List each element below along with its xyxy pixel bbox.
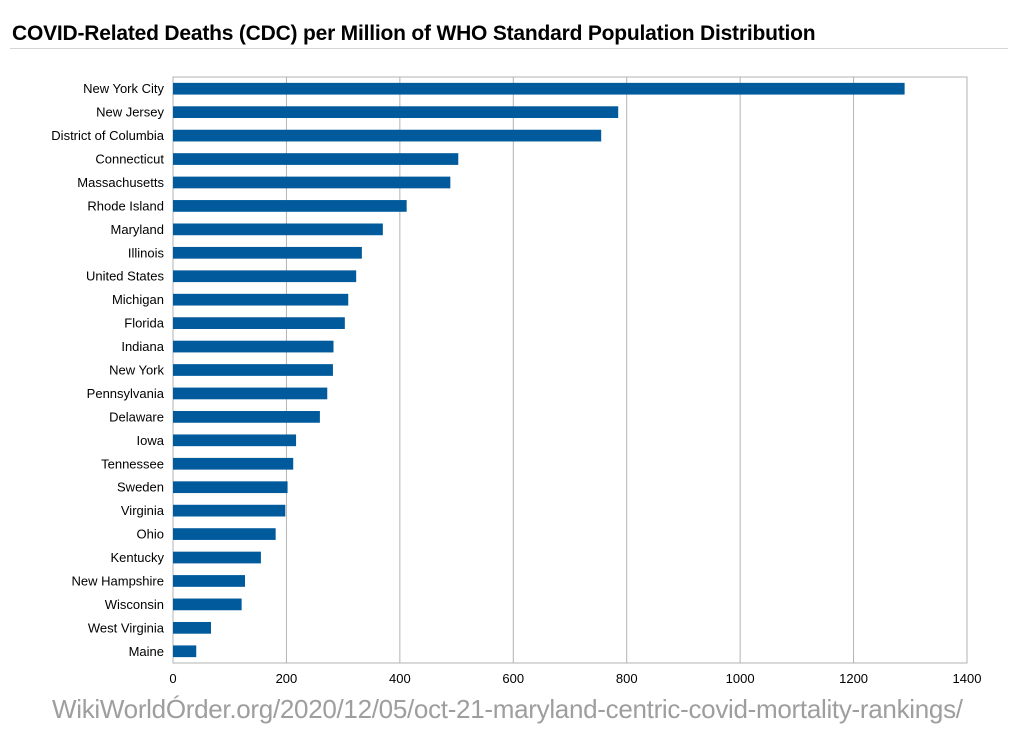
bar <box>173 82 905 95</box>
x-tick-label: 1200 <box>839 671 868 686</box>
category-label: Ohio <box>137 527 164 542</box>
bar <box>173 246 362 259</box>
category-label: Sweden <box>117 480 164 495</box>
bar <box>173 176 451 189</box>
x-tick-label: 400 <box>389 671 411 686</box>
bar <box>173 293 349 306</box>
x-tick-label: 600 <box>502 671 524 686</box>
category-label: Virginia <box>121 503 165 518</box>
bar <box>173 434 297 447</box>
bar <box>173 621 211 634</box>
bars <box>173 82 905 658</box>
x-tick-label: 1000 <box>726 671 755 686</box>
category-label: District of Columbia <box>51 128 164 143</box>
bar <box>173 411 320 423</box>
source-url: WikiWorldÓrder.org/2020/12/05/oct-21-mar… <box>52 694 963 724</box>
category-label: Massachusetts <box>77 175 164 190</box>
bar <box>173 551 261 564</box>
bar <box>173 129 602 142</box>
title-divider <box>10 48 1008 49</box>
chart-title: COVID-Related Deaths (CDC) per Million o… <box>12 22 816 45</box>
category-label: Pennsylvania <box>87 386 165 401</box>
bar <box>173 153 459 165</box>
x-tick-label: 1400 <box>953 671 982 686</box>
category-label: Maine <box>129 644 164 659</box>
category-label: New Hampshire <box>72 573 164 588</box>
category-label: New York City <box>83 81 164 96</box>
x-tick-label: 800 <box>616 671 638 686</box>
category-label: Indiana <box>121 339 164 354</box>
bar <box>173 200 407 212</box>
x-tick-label: 200 <box>276 671 298 686</box>
bar <box>173 457 294 470</box>
category-label: New York <box>109 363 164 378</box>
category-label: Maryland <box>111 222 164 237</box>
bar <box>173 340 334 353</box>
category-label: Illinois <box>128 245 165 260</box>
category-label: West Virginia <box>88 620 165 635</box>
category-label: United States <box>86 269 165 284</box>
category-label: Iowa <box>137 433 165 448</box>
category-label: Delaware <box>109 409 164 424</box>
bar <box>173 575 246 587</box>
bar <box>173 504 286 517</box>
category-label: Rhode Island <box>87 198 164 213</box>
category-label: Kentucky <box>111 550 165 565</box>
x-tick-label: 0 <box>169 671 176 686</box>
category-label: New Jersey <box>96 105 164 120</box>
bar <box>173 270 357 283</box>
category-label: Wisconsin <box>105 597 164 612</box>
bar <box>173 364 333 376</box>
bar <box>173 481 288 494</box>
bar <box>173 387 328 400</box>
bar <box>173 223 383 236</box>
category-label: Tennessee <box>101 456 164 471</box>
bar <box>173 317 345 329</box>
x-tick-labels: 0 200 400 600 800 1000 1200 1400 <box>169 671 981 686</box>
category-label: Michigan <box>112 292 164 307</box>
bar <box>173 528 276 540</box>
category-labels: New York City New Jersey District of Colum… <box>51 81 164 659</box>
bar <box>173 598 242 611</box>
category-label: Florida <box>124 316 165 331</box>
category-label: Connecticut <box>95 152 164 167</box>
bar <box>173 645 197 658</box>
bar <box>173 106 619 119</box>
